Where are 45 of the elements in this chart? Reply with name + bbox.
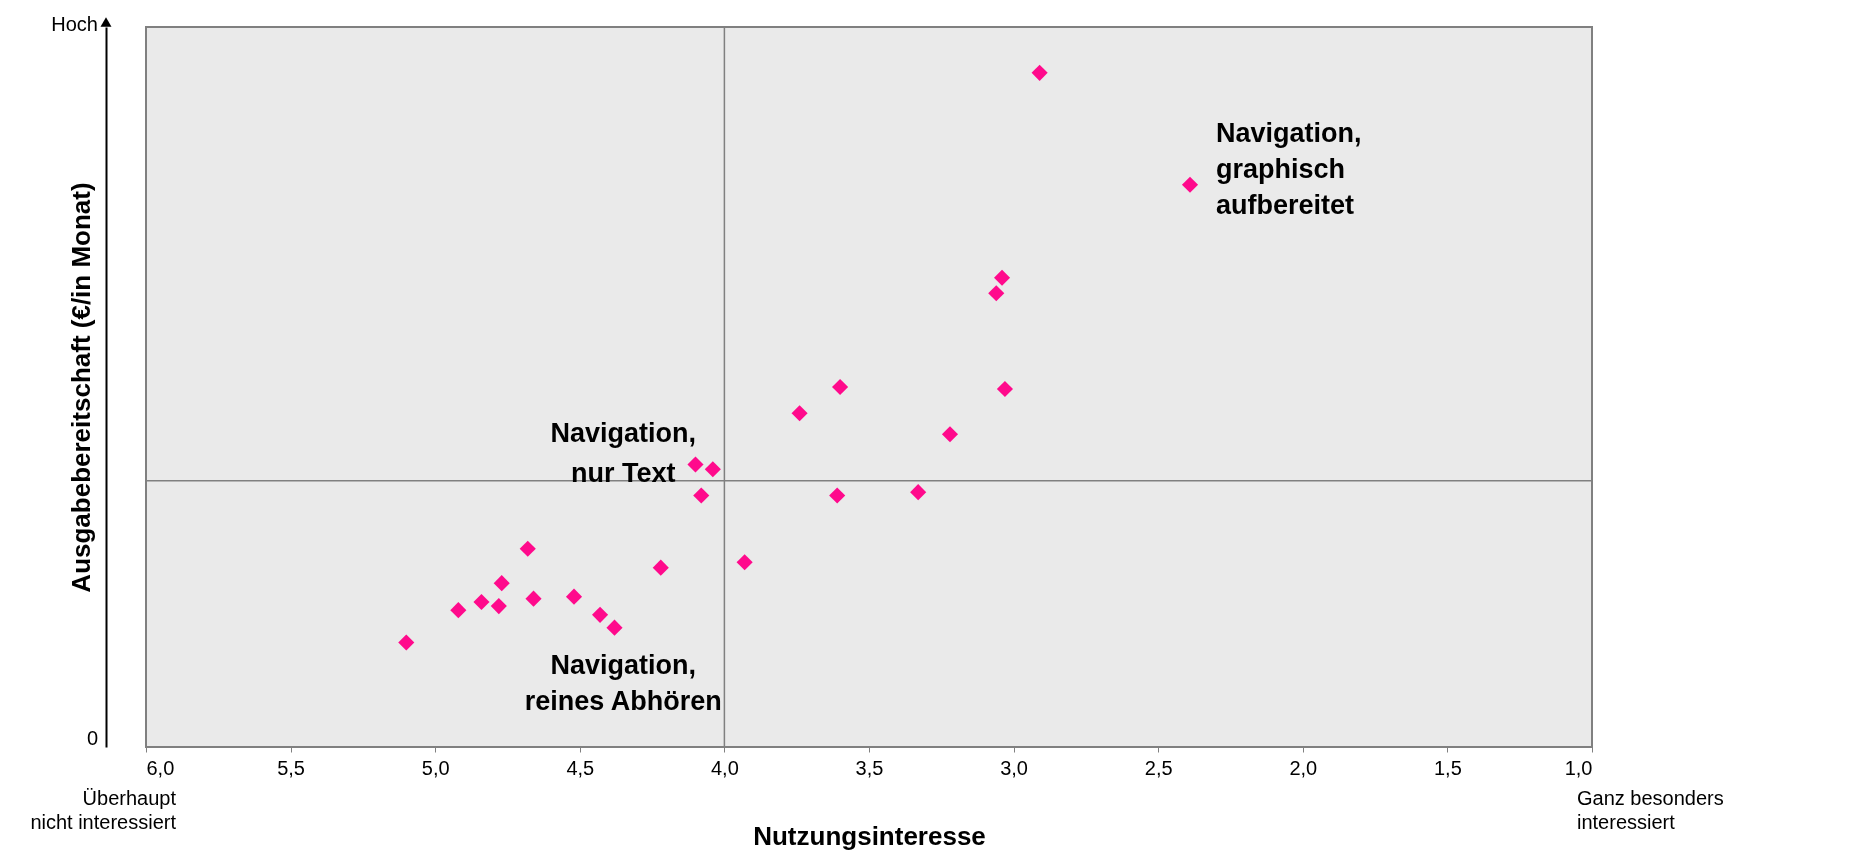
point (493, 575, 510, 592)
annotation: Navigation, nur Text (550, 418, 696, 489)
point (993, 269, 1011, 286)
point (525, 590, 542, 607)
text: Ganz besonders interessiert (1577, 787, 1724, 833)
x-tick-label: 2,0 (1289, 756, 1318, 779)
x-tick-label: 1,0 (1564, 756, 1593, 779)
annotation: Navigation, graphisch aufbereitet (1216, 117, 1362, 220)
point (398, 634, 415, 651)
point (996, 380, 1013, 398)
point (829, 487, 846, 504)
x-tick-label: 4,5 (566, 756, 595, 779)
point (490, 598, 507, 615)
point (473, 593, 490, 611)
x-tick-label: 1,5 (1433, 756, 1462, 779)
annotation: Navigation, reines Abhören (524, 650, 722, 717)
point (832, 378, 849, 396)
text: 0 (86, 727, 98, 749)
point (591, 606, 609, 623)
x-tick-label: 4,0 (710, 756, 739, 779)
point (693, 487, 710, 504)
text: Überhaupt nicht interessiert (30, 787, 177, 833)
point (606, 619, 623, 636)
text: Hoch (51, 13, 98, 35)
y-axis-title: Ausgabebereitschaft (€/in Monat) (65, 182, 96, 593)
point (652, 559, 669, 576)
point (1181, 176, 1199, 193)
point (450, 602, 467, 619)
x-tick-label: 5,5 (277, 756, 306, 779)
x-tick-label: 5,0 (421, 756, 450, 779)
point (519, 540, 536, 557)
point (941, 426, 959, 443)
point (910, 484, 927, 501)
point (736, 554, 753, 571)
x-tick-label: 2,5 (1144, 756, 1173, 779)
point (704, 461, 721, 478)
point (565, 588, 583, 605)
point (988, 285, 1005, 302)
point (687, 456, 704, 473)
point (1031, 64, 1048, 81)
x-tick-label: 3,5 (855, 756, 884, 779)
x-axis-title: Nutzungsinteresse (753, 820, 986, 851)
x-tick-label: 6,0 (146, 756, 175, 779)
x-tick-label: 3,0 (1000, 756, 1029, 779)
point (791, 405, 808, 422)
